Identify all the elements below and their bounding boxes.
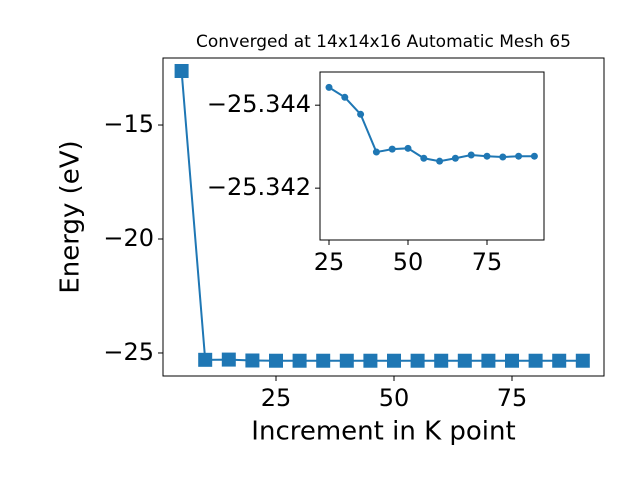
marker: [388, 145, 396, 153]
marker: [292, 353, 307, 368]
marker: [515, 152, 523, 160]
y-tick-label: −25: [103, 338, 154, 366]
marker: [245, 353, 260, 368]
marker: [436, 157, 444, 165]
marker: [499, 153, 507, 161]
marker: [268, 353, 283, 368]
marker: [357, 110, 365, 118]
x-tick-label: 25: [261, 384, 292, 412]
chart-title: Converged at 14x14x16 Automatic Mesh 65: [196, 32, 571, 52]
marker: [339, 353, 354, 368]
marker: [528, 353, 543, 368]
x-axis-label: Increment in K point: [251, 417, 515, 447]
marker: [467, 151, 475, 159]
marker: [174, 63, 189, 78]
marker: [410, 353, 425, 368]
y-tick-label: −15: [103, 110, 154, 138]
marker: [387, 353, 402, 368]
marker: [505, 353, 520, 368]
x-tick-label: 75: [497, 384, 528, 412]
marker: [434, 353, 449, 368]
marker: [483, 152, 491, 160]
marker: [420, 154, 428, 162]
marker: [552, 353, 567, 368]
marker: [341, 93, 349, 101]
marker: [372, 148, 380, 156]
y-tick-label: −25.342: [207, 173, 311, 201]
x-tick-label: 50: [379, 384, 410, 412]
marker: [575, 353, 590, 368]
marker: [530, 152, 538, 160]
x-tick-label: 75: [472, 248, 503, 276]
y-tick-label: −25.344: [207, 90, 311, 118]
marker: [404, 144, 412, 152]
x-tick-label: 50: [393, 248, 424, 276]
marker: [451, 154, 459, 162]
marker: [221, 352, 236, 367]
marker: [457, 353, 472, 368]
y-tick-label: −20: [103, 224, 154, 252]
marker: [325, 83, 333, 91]
marker: [363, 353, 378, 368]
marker: [198, 352, 213, 367]
marker: [481, 353, 496, 368]
marker: [316, 353, 331, 368]
x-tick-label: 25: [314, 248, 345, 276]
y-axis-label: Energy (eV): [56, 140, 86, 293]
